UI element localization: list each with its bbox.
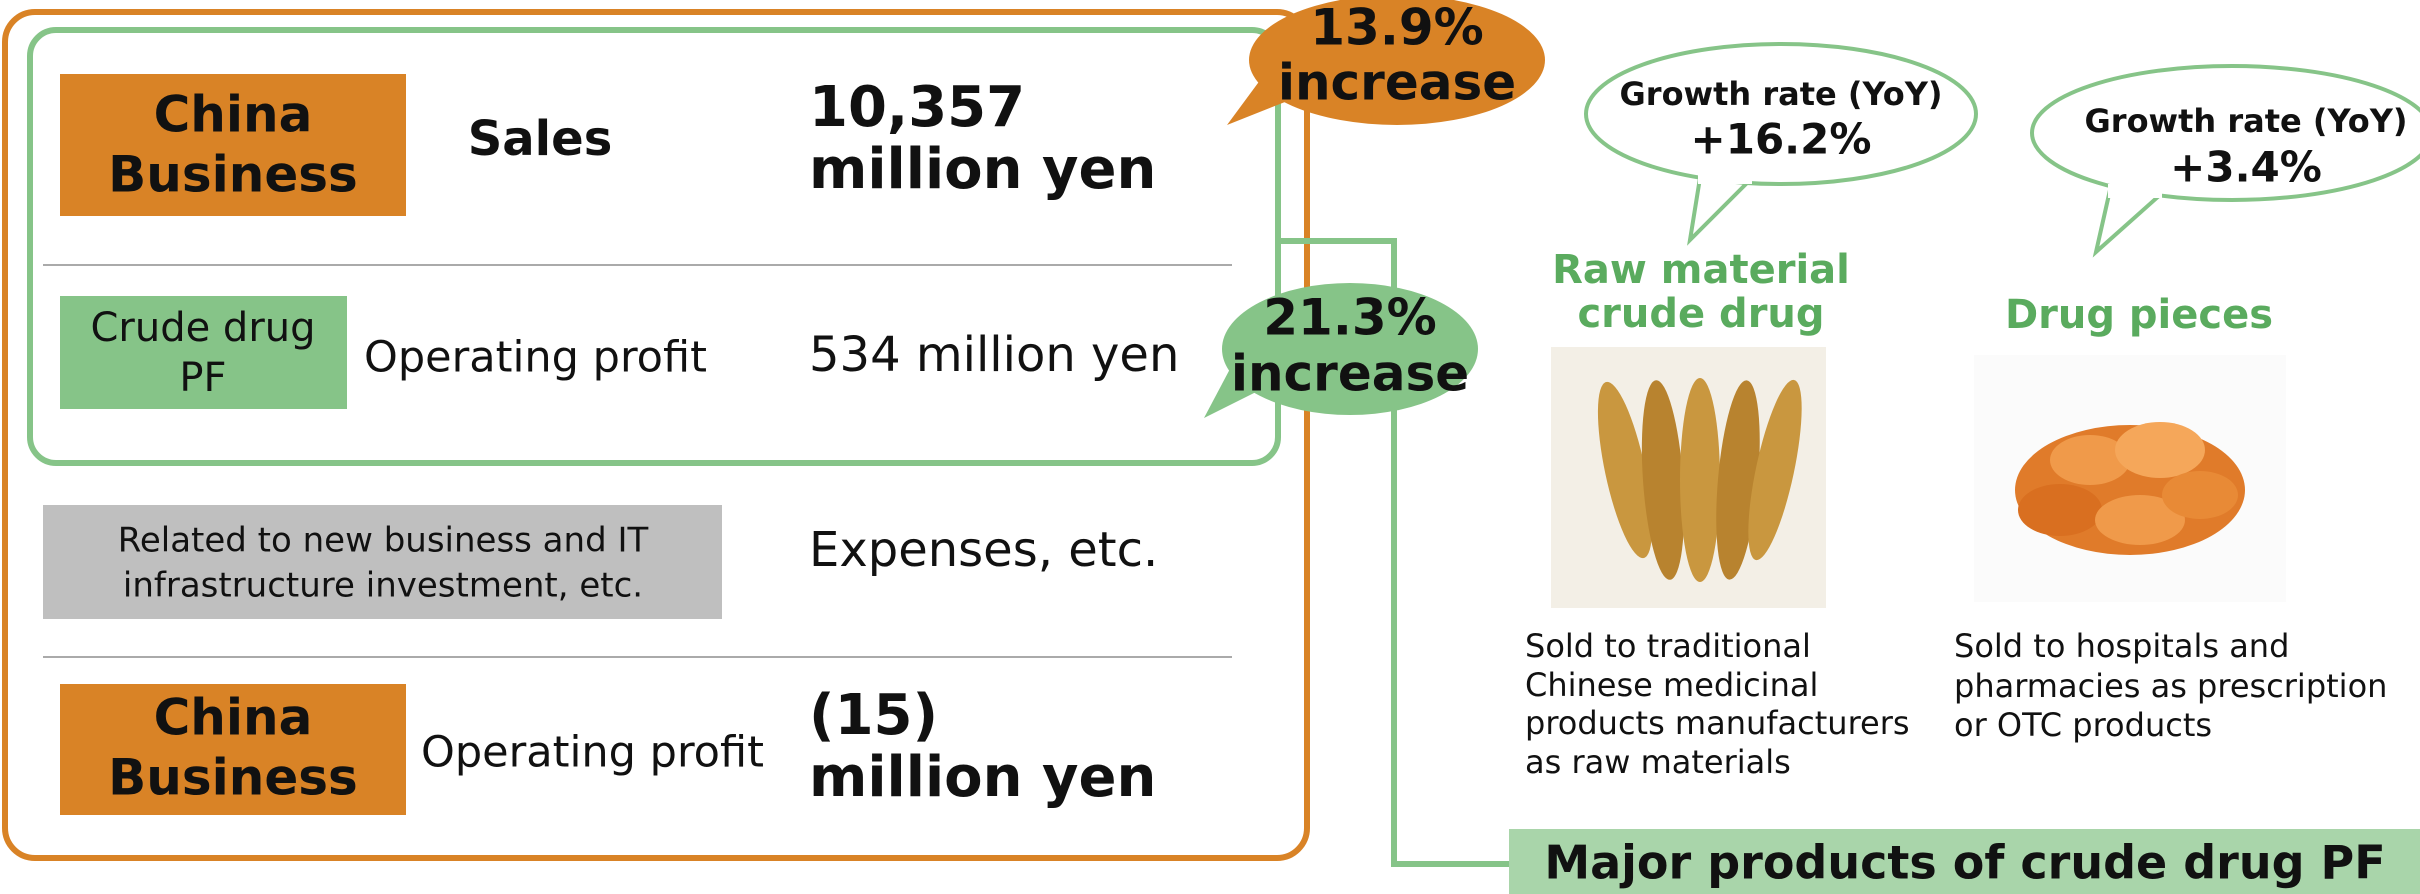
- growth-value: +16.2%: [1691, 115, 1872, 164]
- infographic: China Business Sales 10,357 million yen …: [0, 0, 2420, 894]
- callout-text: increase: [1278, 54, 1516, 112]
- description: as raw materials: [1525, 743, 1791, 781]
- description: Chinese medicinal: [1525, 666, 1818, 704]
- segment-label: Crude drug: [90, 305, 315, 351]
- segment-label: Business: [108, 749, 358, 807]
- product-name: Drug pieces: [2005, 292, 2273, 338]
- item-label: Sales: [468, 111, 613, 167]
- ginseng-image: [1551, 347, 1826, 608]
- description: products manufacturers: [1525, 704, 1910, 742]
- item-label: Operating profit: [364, 333, 707, 383]
- value: 534 million yen: [809, 327, 1179, 383]
- drug-pieces-image: [1974, 355, 2286, 602]
- description: Sold to hospitals and: [1954, 627, 2289, 665]
- growth-label: Growth rate (YoY): [2085, 102, 2408, 140]
- segment-label: infrastructure investment, etc.: [123, 566, 643, 606]
- segment-label: China: [154, 86, 313, 144]
- callout-text: 13.9%: [1310, 0, 1483, 57]
- value: (15): [809, 683, 938, 748]
- bubble-joint: [2108, 184, 2162, 198]
- callout-text: 21.3%: [1263, 289, 1436, 347]
- callout-text: increase: [1231, 345, 1469, 403]
- product-name: Raw material: [1552, 247, 1850, 293]
- value: million yen: [809, 745, 1156, 810]
- bubble-tail: [1690, 178, 1750, 240]
- bubble-joint: [1698, 170, 1752, 184]
- value: million yen: [809, 137, 1156, 202]
- segment-label: Business: [108, 146, 358, 204]
- bubble-tail: [2096, 190, 2160, 252]
- description: pharmacies as prescription: [1954, 667, 2387, 705]
- description: or OTC products: [1954, 706, 2212, 744]
- value: Expenses, etc.: [809, 522, 1158, 578]
- segment-label: China: [154, 689, 313, 747]
- description: Sold to traditional: [1525, 627, 1811, 665]
- segment-label: PF: [179, 355, 226, 401]
- growth-value: +3.4%: [2170, 143, 2322, 192]
- segment-label: Related to new business and IT: [118, 521, 649, 561]
- product-name: crude drug: [1577, 291, 1824, 337]
- growth-label: Growth rate (YoY): [1620, 75, 1943, 113]
- item-label: Operating profit: [421, 728, 764, 778]
- value: 10,357: [809, 75, 1025, 140]
- products-title: Major products of crude drug PF: [1544, 836, 2385, 890]
